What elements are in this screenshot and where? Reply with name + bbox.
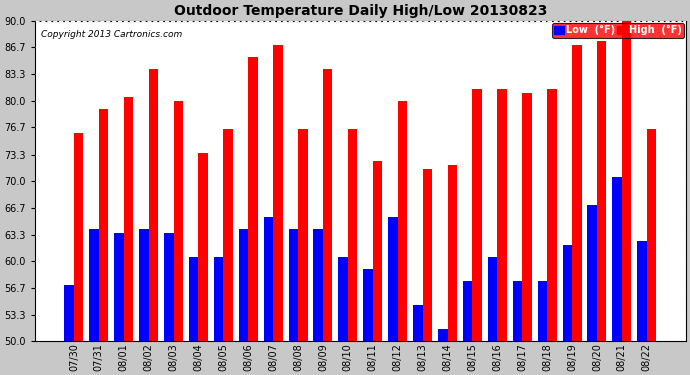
Bar: [538, 281, 547, 342]
Text: Copyright 2013 Cartronics.com: Copyright 2013 Cartronics.com: [41, 30, 183, 39]
Bar: [99, 109, 108, 342]
Bar: [338, 257, 348, 342]
Bar: [388, 217, 397, 342]
Bar: [448, 165, 457, 342]
Bar: [348, 129, 357, 342]
Bar: [298, 129, 308, 342]
Bar: [522, 93, 532, 342]
Bar: [115, 233, 124, 342]
Bar: [248, 57, 257, 342]
Bar: [288, 229, 298, 342]
Bar: [373, 161, 382, 342]
Title: Outdoor Temperature Daily High/Low 20130823: Outdoor Temperature Daily High/Low 20130…: [174, 4, 547, 18]
Bar: [572, 45, 582, 342]
Bar: [562, 245, 572, 342]
Bar: [199, 153, 208, 342]
Bar: [214, 257, 224, 342]
Bar: [224, 129, 233, 342]
Bar: [124, 97, 133, 342]
Bar: [547, 89, 557, 342]
Bar: [313, 229, 323, 342]
Bar: [189, 257, 199, 342]
Bar: [422, 169, 432, 342]
Bar: [397, 101, 407, 342]
Bar: [473, 89, 482, 342]
Legend: Low  (°F), High  (°F): Low (°F), High (°F): [552, 22, 684, 38]
Bar: [463, 281, 473, 342]
Bar: [587, 205, 597, 342]
Bar: [638, 241, 647, 342]
Bar: [74, 133, 83, 342]
Bar: [173, 101, 183, 342]
Bar: [148, 69, 158, 342]
Bar: [164, 233, 173, 342]
Bar: [323, 69, 333, 342]
Bar: [89, 229, 99, 342]
Bar: [438, 329, 448, 342]
Bar: [488, 257, 497, 342]
Bar: [239, 229, 248, 342]
Bar: [64, 285, 74, 342]
Bar: [273, 45, 283, 342]
Bar: [613, 177, 622, 342]
Bar: [364, 269, 373, 342]
Bar: [597, 41, 607, 342]
Bar: [497, 89, 506, 342]
Bar: [264, 217, 273, 342]
Bar: [647, 129, 656, 342]
Bar: [622, 21, 631, 342]
Bar: [513, 281, 522, 342]
Bar: [413, 305, 422, 342]
Bar: [139, 229, 148, 342]
